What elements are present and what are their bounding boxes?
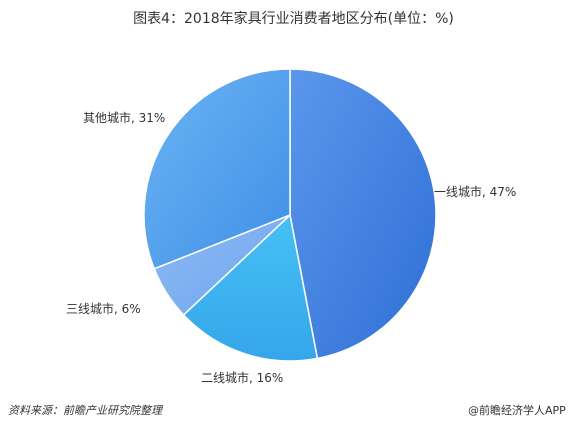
pie-slice <box>182 213 319 362</box>
brand-note: @前瞻经济学人APP <box>468 404 566 417</box>
pie-slice <box>289 68 437 360</box>
slice-label: 三线城市, 6% <box>66 301 141 316</box>
slice-label: 其他城市, 31% <box>83 110 165 125</box>
slice-label: 二线城市, 16% <box>201 370 283 385</box>
pie-slice <box>143 68 291 270</box>
chart-title: 图表4：2018年家具行业消费者地区分布(单位：%) <box>133 11 454 27</box>
source-note: 资料来源：前瞻产业研究院整理 <box>8 404 162 417</box>
slice-label: 一线城市, 47% <box>434 184 516 199</box>
